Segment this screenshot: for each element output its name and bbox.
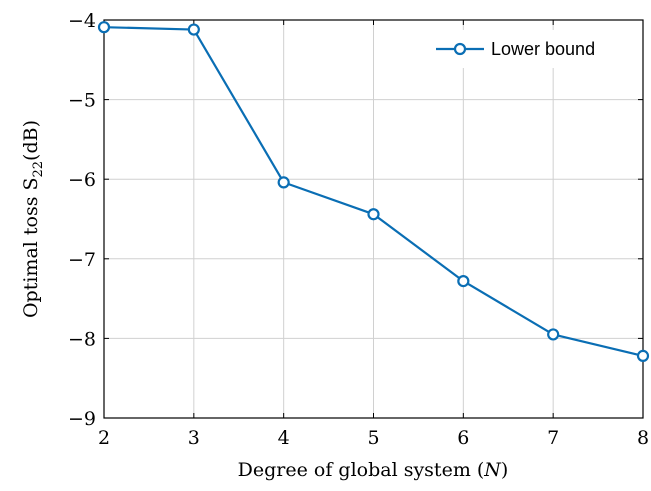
y-axis-label: Optimal toss S22(dB) bbox=[20, 120, 46, 318]
series-group bbox=[97, 21, 650, 363]
y-axis-ticks: −9 −8 −7 −6 −5 −4 bbox=[68, 10, 643, 430]
y-tick-label: −9 bbox=[68, 408, 96, 430]
legend-label: Lower bound bbox=[491, 39, 595, 59]
y-tick-label: −4 bbox=[68, 10, 96, 32]
x-tick-label: 4 bbox=[278, 427, 290, 449]
x-tick-label: 7 bbox=[547, 427, 559, 449]
x-tick-label: 6 bbox=[457, 427, 469, 449]
data-point bbox=[547, 328, 560, 341]
y-tick-label: −6 bbox=[68, 169, 96, 191]
data-point bbox=[367, 208, 380, 221]
x-axis-label: Degree of global system (N) bbox=[238, 459, 509, 481]
y-tick-label: −8 bbox=[68, 328, 96, 350]
x-tick-label: 5 bbox=[367, 427, 379, 449]
x-axis-ticks: 2 3 4 5 6 7 8 bbox=[98, 20, 649, 449]
data-point bbox=[636, 349, 650, 363]
data-point bbox=[277, 176, 290, 189]
y-tick-label: −7 bbox=[68, 249, 96, 271]
legend: Lower bound bbox=[428, 30, 626, 68]
data-point bbox=[187, 23, 200, 36]
x-tick-label: 3 bbox=[188, 427, 200, 449]
x-tick-label: 2 bbox=[98, 427, 110, 449]
x-tick-label: 8 bbox=[637, 427, 649, 449]
y-tick-label: −5 bbox=[68, 90, 96, 112]
legend-marker-swatch bbox=[453, 42, 467, 56]
data-point bbox=[97, 21, 111, 34]
data-point bbox=[457, 274, 470, 288]
